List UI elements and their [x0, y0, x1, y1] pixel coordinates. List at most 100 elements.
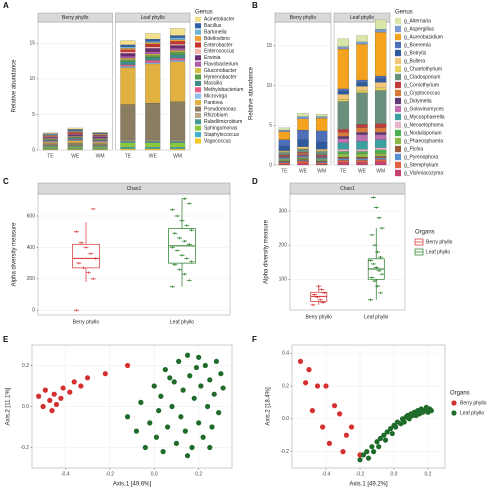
legend-label: g_Cryptococcus [404, 90, 440, 96]
point [303, 380, 309, 386]
point [369, 444, 375, 450]
bar-segment [356, 158, 368, 161]
legend-swatch [395, 97, 401, 105]
bar-segment [356, 35, 368, 42]
strip-label: Berry phyllo [62, 15, 89, 21]
bar-segment [297, 155, 309, 157]
bar-segment [145, 38, 161, 42]
strip-label: Chao1 [340, 186, 355, 192]
bar-segment [374, 134, 387, 140]
bar-segment [297, 152, 309, 154]
point [368, 259, 373, 262]
point [196, 420, 202, 426]
bar-segment [337, 138, 350, 143]
bar-segment [374, 87, 387, 91]
legend-label: Vagococcus [204, 138, 231, 144]
point [200, 434, 206, 440]
bar-segment [67, 137, 83, 138]
point [169, 285, 175, 288]
bar-segment [42, 141, 58, 143]
bar-segment [278, 151, 291, 153]
bar-segment [315, 154, 328, 156]
y-tick-label: 600 [27, 213, 36, 219]
point [184, 257, 190, 260]
legend-label: g_Vishniacozyma [404, 170, 443, 176]
point [343, 432, 349, 438]
legend-label: Flavobacterium [204, 62, 238, 68]
x-tick-label: -0.4 [61, 471, 70, 477]
bar-segment [42, 134, 58, 136]
bar-segment [145, 147, 161, 149]
bar-segment [374, 82, 387, 89]
bar-segment [92, 134, 108, 136]
x-tick-label: Berry phyllo [306, 314, 333, 320]
legend-swatch [395, 25, 401, 33]
bar-segment [120, 66, 136, 68]
bar-segment [374, 156, 387, 158]
point [189, 260, 195, 263]
legend-swatch [195, 138, 201, 144]
point [376, 216, 382, 220]
legend-label: Rhizobium [204, 113, 228, 119]
bar-segment [297, 160, 309, 162]
point [182, 428, 188, 434]
bar-segment [170, 148, 186, 151]
bar-segment [42, 138, 58, 140]
y-axis-title: Relative abundance [249, 66, 255, 120]
legend-swatch [395, 145, 401, 153]
point [73, 230, 79, 233]
legend-label: g_Mycosphaerella [404, 114, 445, 120]
bar-segment [297, 158, 309, 160]
bar-segment [42, 146, 58, 148]
x-tick-label: WM [376, 168, 385, 174]
point [176, 358, 182, 364]
bar-segment [337, 46, 350, 50]
bar-segment [297, 149, 309, 153]
bar-segment [356, 160, 368, 163]
bar-segment [278, 145, 291, 151]
legend-label: g_Neosetophoma [404, 122, 444, 128]
bar-segment [356, 134, 368, 142]
y-axis-title: Alpha diversity measure [264, 219, 270, 284]
bar-segment [337, 98, 350, 102]
bar-segment [120, 148, 136, 151]
point [186, 243, 192, 246]
legend-swatch [395, 17, 401, 25]
bar-segment [67, 139, 83, 141]
legend-label: Bdellovibrio [204, 36, 230, 42]
bar-segment [120, 64, 136, 67]
point [373, 206, 379, 209]
point [151, 383, 157, 389]
y-tick-label: 0.0 [282, 416, 289, 422]
point [370, 196, 376, 199]
bar-segment [170, 43, 186, 46]
bar-segment [170, 35, 186, 38]
bar-segment [278, 131, 291, 140]
point [142, 444, 148, 451]
y-tick-label: 10 [29, 76, 35, 82]
point [124, 414, 131, 420]
point [81, 266, 87, 270]
bar-segment [92, 139, 108, 141]
panel-label: F [252, 335, 257, 344]
bar-segment [278, 160, 291, 162]
bar-segment [337, 151, 350, 154]
strip [115, 12, 191, 23]
point [365, 455, 372, 461]
bar-segment [315, 164, 328, 166]
point [173, 440, 180, 446]
bar-segment [337, 156, 350, 159]
point [389, 430, 395, 437]
legend-swatch [395, 89, 401, 97]
point [331, 403, 338, 409]
bar-segment [67, 148, 83, 150]
point [83, 246, 89, 249]
x-tick-label: 0.0 [151, 471, 158, 477]
bar-segment [42, 145, 58, 147]
point [360, 452, 366, 458]
bar-segment [374, 90, 387, 124]
bar-segment [315, 156, 328, 158]
point [337, 411, 343, 417]
bar-segment [145, 42, 161, 45]
bar-segment [170, 54, 186, 59]
